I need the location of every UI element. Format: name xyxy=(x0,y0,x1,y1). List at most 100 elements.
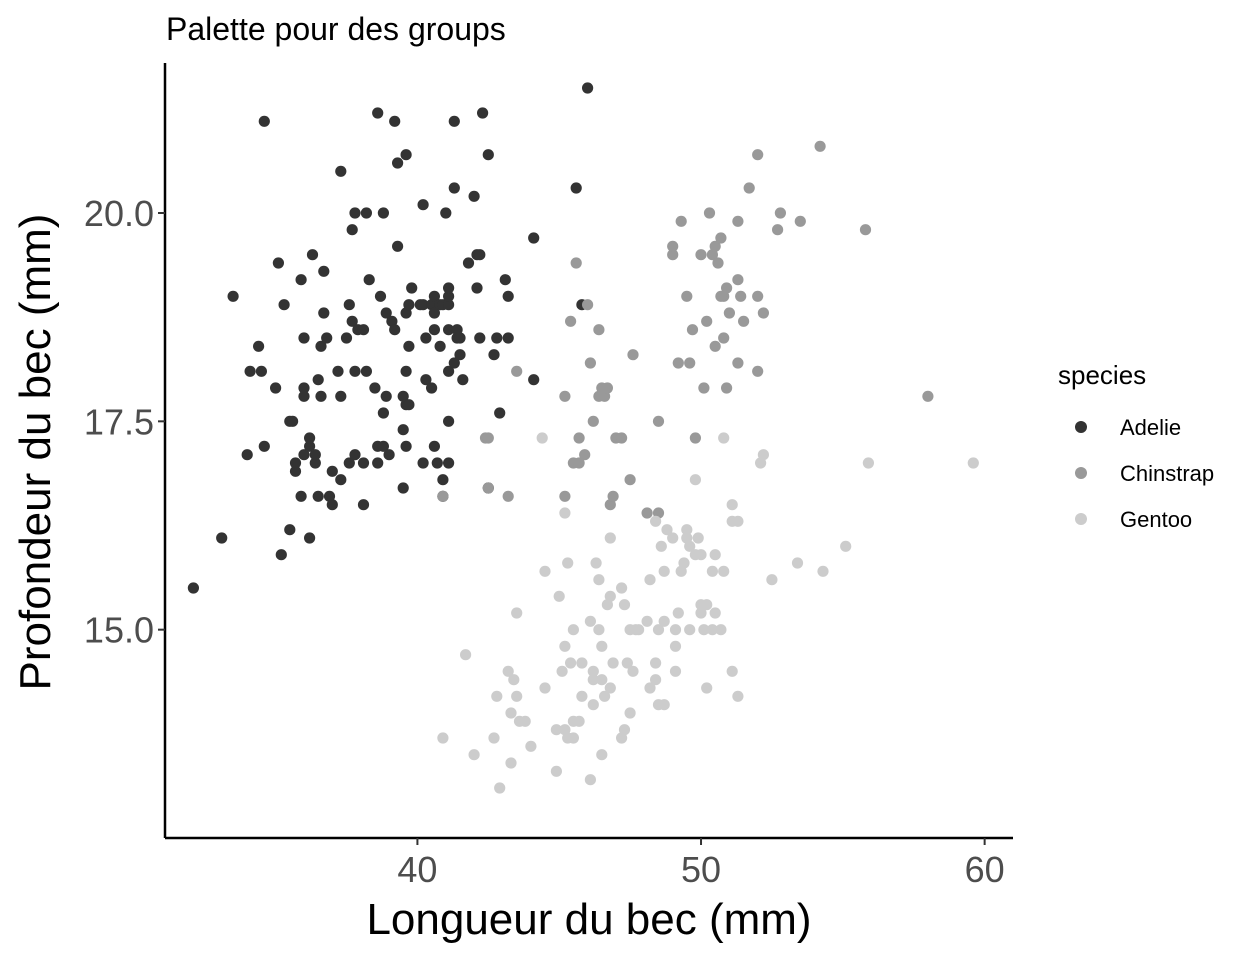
point-adelie-136 xyxy=(528,374,540,386)
point-gentoo-78 xyxy=(672,607,684,619)
point-gentoo-49 xyxy=(604,532,616,544)
point-adelie-38 xyxy=(326,499,338,511)
point-chinstrap-27 xyxy=(641,507,653,519)
point-gentoo-103 xyxy=(726,499,738,511)
legend-key-gentoo xyxy=(1075,513,1087,525)
point-chinstrap-54 xyxy=(738,315,750,327)
point-chinstrap-45 xyxy=(718,332,730,344)
point-chinstrap-4 xyxy=(502,490,514,502)
point-chinstrap-5 xyxy=(511,365,523,377)
point-adelie-70 xyxy=(386,315,398,327)
point-adelie-53 xyxy=(357,499,370,511)
point-gentoo-87 xyxy=(692,532,704,544)
point-gentoo-11 xyxy=(511,607,523,619)
point-chinstrap-59 xyxy=(757,307,770,319)
point-chinstrap-60 xyxy=(772,224,784,236)
point-gentoo-9 xyxy=(508,674,520,686)
point-gentoo-31 xyxy=(573,715,585,727)
point-gentoo-107 xyxy=(757,449,770,461)
point-adelie-12 xyxy=(278,299,290,311)
point-chinstrap-41 xyxy=(709,340,721,352)
point-gentoo-109 xyxy=(791,557,804,569)
x-tick-label-2: 60 xyxy=(965,849,1005,890)
point-adelie-62 xyxy=(372,107,384,119)
point-chinstrap-7 xyxy=(559,390,571,402)
point-adelie-47 xyxy=(346,315,358,327)
point-adelie-105 xyxy=(440,207,452,219)
point-adelie-45 xyxy=(343,457,355,469)
point-gentoo-14 xyxy=(525,740,537,752)
point-gentoo-69 xyxy=(655,540,667,552)
x-axis-title: Longueur du bec (mm) xyxy=(366,895,811,944)
point-gentoo-33 xyxy=(576,657,588,669)
point-adelie-63 xyxy=(374,290,387,302)
point-adelie-72 xyxy=(389,115,401,127)
point-gentoo-4 xyxy=(491,690,503,702)
point-gentoo-104 xyxy=(732,690,744,702)
point-adelie-137 xyxy=(528,232,540,244)
point-gentoo-21 xyxy=(556,665,568,677)
point-adelie-33 xyxy=(315,340,327,352)
point-gentoo-88 xyxy=(695,607,707,619)
point-adelie-6 xyxy=(255,365,267,377)
point-chinstrap-31 xyxy=(672,357,684,369)
x-axis-ticks: 40 50 60 xyxy=(397,838,1005,890)
point-gentoo-48 xyxy=(604,590,616,602)
point-chinstrap-39 xyxy=(703,207,716,219)
point-gentoo-13 xyxy=(519,715,531,727)
point-chinstrap-22 xyxy=(604,499,616,511)
point-adelie-97 xyxy=(428,307,440,319)
point-adelie-99 xyxy=(431,457,443,469)
point-adelie-110 xyxy=(443,299,455,311)
point-gentoo-43 xyxy=(596,674,608,686)
point-adelie-83 xyxy=(403,399,415,411)
point-chinstrap-35 xyxy=(686,324,699,336)
point-adelie-85 xyxy=(403,299,415,311)
point-adelie-126 xyxy=(474,249,486,261)
point-adelie-130 xyxy=(488,349,500,361)
point-adelie-135 xyxy=(502,290,514,302)
point-adelie-111 xyxy=(443,290,455,302)
points-layer xyxy=(187,82,979,794)
point-gentoo-96 xyxy=(709,607,721,619)
point-adelie-114 xyxy=(448,182,460,194)
point-adelie-55 xyxy=(357,324,370,336)
point-adelie-125 xyxy=(474,332,486,344)
point-chinstrap-14 xyxy=(582,299,594,311)
point-adelie-50 xyxy=(349,365,361,377)
point-adelie-25 xyxy=(304,440,316,452)
point-adelie-60 xyxy=(372,457,384,469)
x-tick-label-1: 50 xyxy=(681,849,721,890)
point-gentoo-84 xyxy=(684,540,696,552)
point-gentoo-47 xyxy=(604,682,616,694)
point-chinstrap-62 xyxy=(794,215,806,227)
point-gentoo-7 xyxy=(505,757,517,769)
point-adelie-18 xyxy=(295,490,307,502)
point-adelie-131 xyxy=(491,332,503,344)
point-chinstrap-37 xyxy=(698,382,710,394)
point-adelie-5 xyxy=(253,340,265,352)
point-adelie-121 xyxy=(462,257,475,269)
point-gentoo-27 xyxy=(565,657,577,669)
point-adelie-76 xyxy=(397,424,409,436)
point-gentoo-112 xyxy=(862,457,875,469)
point-gentoo-82 xyxy=(681,524,693,536)
point-adelie-9 xyxy=(270,382,282,394)
point-chinstrap-15 xyxy=(584,357,597,369)
point-gentoo-63 xyxy=(644,574,656,586)
point-adelie-127 xyxy=(477,107,489,119)
point-adelie-107 xyxy=(443,415,455,427)
point-adelie-64 xyxy=(377,440,389,452)
point-adelie-37 xyxy=(323,490,336,502)
legend-title: species xyxy=(1058,360,1146,390)
point-adelie-7 xyxy=(258,440,270,452)
point-adelie-138 xyxy=(570,182,582,194)
legend-key-chinstrap xyxy=(1075,467,1087,479)
point-gentoo-6 xyxy=(502,665,514,677)
point-adelie-36 xyxy=(321,332,333,344)
point-adelie-20 xyxy=(298,449,310,461)
point-gentoo-61 xyxy=(641,615,653,627)
point-adelie-34 xyxy=(318,307,330,319)
point-adelie-23 xyxy=(298,332,310,344)
point-adelie-27 xyxy=(306,249,319,261)
